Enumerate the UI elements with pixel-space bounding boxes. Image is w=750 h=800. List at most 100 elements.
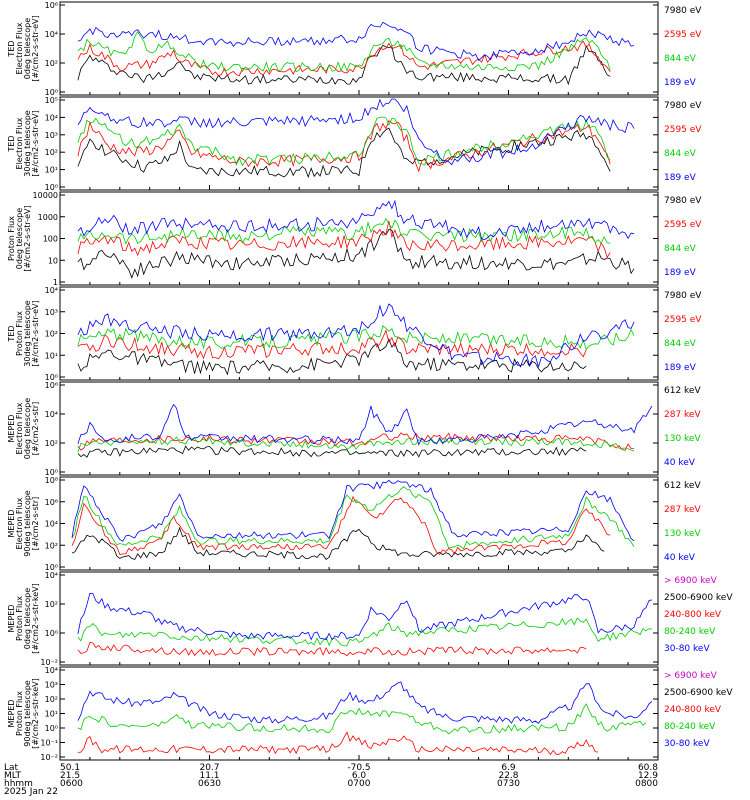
panel-4-series-0 bbox=[77, 445, 587, 458]
footer-mlt-value: 11.1 bbox=[199, 771, 219, 781]
panel-5-legend-1: 287 keV bbox=[664, 505, 701, 515]
panel-6-ylabel-line: MEPED bbox=[7, 605, 16, 633]
panel-2-ytick-label: 1 bbox=[53, 278, 58, 287]
panel-3-legend-1: 2595 eV bbox=[664, 315, 702, 325]
panel-4-ytick-label: 10² bbox=[45, 439, 58, 448]
panel-6-legend-3: 80-240 keV bbox=[664, 627, 716, 637]
panel-7-ytick-label: 10⁻² bbox=[40, 753, 58, 762]
panel-7-ytick-label: 10¹ bbox=[45, 710, 58, 719]
panel-1-series-3 bbox=[77, 98, 635, 166]
panel-4-frame bbox=[59, 381, 659, 476]
panel-6-ylabel-line: Proton Flux bbox=[15, 596, 24, 641]
panel-4-ylabel-line: 0deg telescope bbox=[23, 398, 32, 459]
panel-3-ytick-label: 10² bbox=[45, 330, 58, 339]
panel-3-series-0 bbox=[77, 337, 587, 376]
panel-7-ylabel-line: Proton Flux bbox=[15, 691, 24, 736]
panel-1-ytick-label: 10³ bbox=[45, 131, 58, 140]
panel-1-legend-3: 189 eV bbox=[664, 173, 697, 183]
panel-4-ylabel-line: Electron Flux bbox=[15, 402, 24, 454]
footer-hhmm-value: 0630 bbox=[198, 779, 221, 789]
panel-4-ytick-label: 10⁰ bbox=[45, 468, 58, 477]
panel-1-ylabel-line: [#/cm2-s-str-eV] bbox=[31, 110, 40, 176]
footer-mlt-value: 21.5 bbox=[60, 771, 80, 781]
panel-2-legend-2: 844 eV bbox=[664, 244, 697, 254]
panel-7-ytick-label: 10⁻¹ bbox=[40, 739, 58, 748]
panel-2-series-0 bbox=[77, 228, 635, 279]
panel-6-ylabel-line: 0deg telescope bbox=[23, 588, 32, 649]
panel-1-ylabel-line: 30deg telescope bbox=[23, 110, 32, 177]
panel-5-legend-3: 40 keV bbox=[664, 553, 696, 563]
panel-7-ytick-label: 10⁴ bbox=[45, 666, 58, 675]
panel-3-ylabel-line: [#/cm2-s-str-eV] bbox=[31, 300, 40, 366]
panel-7-ylabel-line: [#/cm2-s-str-keV] bbox=[31, 678, 40, 749]
panel-2-legend-3: 189 eV bbox=[664, 268, 697, 278]
panel-2-ytick-label: 10000 bbox=[33, 191, 58, 200]
panel-7-ylabel-line: 90deg telescope bbox=[23, 680, 32, 747]
footer-hhmm-value: 0600 bbox=[60, 779, 83, 789]
panel-3-legend-2: 844 eV bbox=[664, 339, 697, 349]
panel-0-ylabel-line: 0deg telescope bbox=[23, 18, 32, 79]
panel-7-legend-4: 30-80 keV bbox=[664, 739, 710, 749]
panel-2-series-2 bbox=[77, 217, 611, 245]
panel-7-legend-2: 240-800 keV bbox=[664, 705, 722, 715]
panel-7-ytick-label: 10² bbox=[45, 695, 58, 704]
panel-4-ytick-label: 10⁴ bbox=[45, 410, 58, 419]
panel-5-series-0 bbox=[71, 526, 605, 560]
panel-6-legend-1: 2500-6900 keV bbox=[664, 593, 733, 603]
panel-2-ytick-label: 100 bbox=[43, 235, 58, 244]
panel-7-legend-3: 80-240 keV bbox=[664, 722, 716, 732]
panel-5-series-1 bbox=[71, 495, 611, 555]
footer-lat-value: -70.5 bbox=[347, 763, 370, 773]
footer-lat-value: 20.7 bbox=[199, 763, 219, 773]
panel-0-series-2 bbox=[77, 31, 611, 73]
panel-0-legend-3: 189 eV bbox=[664, 78, 697, 88]
panel-0-series-3 bbox=[77, 21, 635, 62]
panel-3-ylabel-line: TED bbox=[7, 325, 16, 342]
panel-0-ylabel-line: TED bbox=[7, 40, 16, 57]
panel-6-series-3 bbox=[77, 617, 653, 647]
panel-0-series-1 bbox=[77, 40, 611, 77]
footer-lat-value: 6.9 bbox=[501, 763, 516, 773]
panel-4-legend-1: 287 keV bbox=[664, 410, 701, 420]
panel-7-legend-0: > 6900 keV bbox=[664, 671, 718, 681]
footer-mlt-value: 12.9 bbox=[638, 771, 658, 781]
panel-1-ytick-label: 10⁵ bbox=[45, 96, 58, 105]
panel-1-ylabel-line: Electron Flux bbox=[15, 117, 24, 169]
panel-7-legend-1: 2500-6900 keV bbox=[664, 688, 733, 698]
panel-7-series-3 bbox=[77, 703, 647, 735]
panel-2-ylabel-line: 0deg telescope bbox=[15, 208, 24, 269]
panel-1-ytick-label: 10⁰ bbox=[45, 183, 58, 192]
panel-3-ytick-label: 10⁴ bbox=[45, 286, 58, 295]
panel-7-series-2 bbox=[77, 731, 599, 756]
footer-hhmm-value: 0730 bbox=[497, 779, 520, 789]
panel-3-legend-3: 189 eV bbox=[664, 363, 697, 373]
panel-5-ylabel-line: 90deg telescope bbox=[23, 490, 32, 557]
panel-3-legend-0: 7980 eV bbox=[664, 291, 702, 301]
panel-1-series-0 bbox=[77, 127, 611, 179]
panel-2-ylabel-line: Proton Flux bbox=[7, 216, 16, 261]
footer-mlt-value: 22.8 bbox=[498, 771, 518, 781]
panel-3-ylabel-line: Proton Flux bbox=[15, 311, 24, 356]
panel-7-frame bbox=[59, 666, 659, 761]
panel-3-series-1 bbox=[77, 329, 587, 360]
panel-0-ylabel-line: [#/cm2-s-str-eV] bbox=[31, 15, 40, 81]
panel-2-ylabel-line: [#/cm2-s-str-eV] bbox=[23, 205, 32, 271]
panel-1-ytick-label: 10² bbox=[45, 148, 58, 157]
panel-5-frame bbox=[59, 476, 659, 571]
panel-0-ytick-label: 10⁶ bbox=[45, 1, 58, 10]
panel-7-ytick-label: 10³ bbox=[45, 681, 58, 690]
panel-3-series-2 bbox=[77, 325, 635, 351]
panel-3-ytick-label: 10¹ bbox=[45, 351, 58, 360]
panel-4-legend-0: 612 keV bbox=[664, 386, 701, 396]
panel-6-ylabel-line: [#/cm2-s-str-keV] bbox=[31, 583, 40, 654]
panel-6-ytick-label: 10⁰ bbox=[45, 629, 58, 638]
panel-6-ytick-label: 10⁴ bbox=[45, 571, 58, 580]
panel-3-ylabel-line: 30deg telescope bbox=[23, 300, 32, 367]
panel-6-legend-0: > 6900 keV bbox=[664, 576, 718, 586]
panel-6-ytick-label: 10⁻² bbox=[40, 658, 58, 667]
panel-2-series-3 bbox=[77, 199, 635, 241]
panel-6-ytick-label: 10² bbox=[45, 600, 58, 609]
panel-0-ytick-label: 10⁴ bbox=[45, 30, 58, 39]
panel-5-ytick-label: 10⁶ bbox=[45, 498, 58, 507]
